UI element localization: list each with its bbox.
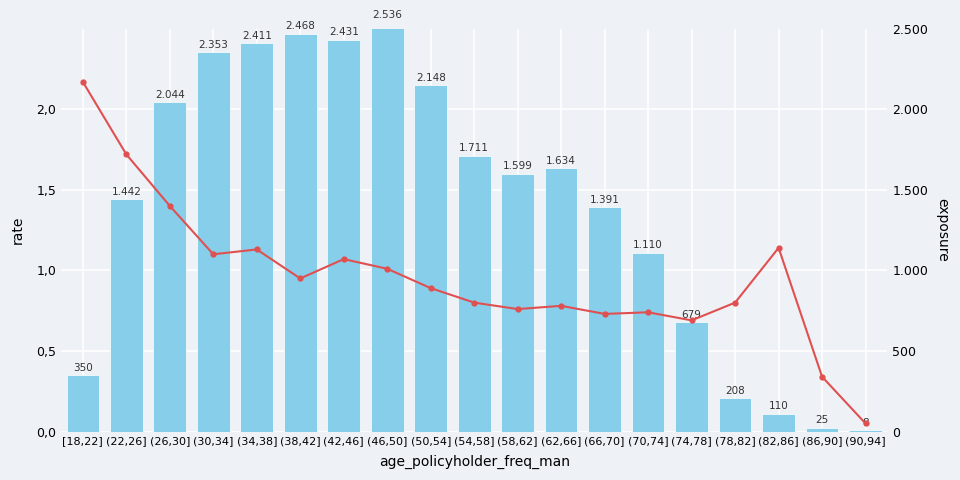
Bar: [154, 102, 186, 432]
Bar: [805, 428, 838, 432]
Bar: [545, 168, 578, 432]
Text: 25: 25: [815, 415, 828, 425]
Text: 110: 110: [769, 401, 788, 411]
Bar: [415, 85, 447, 432]
Bar: [632, 252, 664, 432]
Bar: [762, 414, 795, 432]
Bar: [588, 207, 621, 432]
Bar: [675, 322, 708, 432]
Bar: [371, 23, 403, 432]
Text: 679: 679: [682, 310, 702, 320]
Text: 2.536: 2.536: [372, 11, 402, 21]
Text: 8: 8: [862, 418, 869, 428]
Text: 208: 208: [725, 385, 745, 396]
Bar: [458, 156, 491, 432]
Bar: [327, 40, 360, 432]
Text: 2.411: 2.411: [242, 31, 272, 41]
Y-axis label: rate: rate: [12, 216, 25, 244]
Text: 1.391: 1.391: [589, 195, 619, 205]
Bar: [850, 430, 882, 432]
Bar: [501, 174, 534, 432]
Y-axis label: exposure: exposure: [935, 198, 948, 262]
Bar: [110, 199, 143, 432]
Bar: [284, 34, 317, 432]
Text: 1.599: 1.599: [503, 161, 533, 171]
Text: 2.468: 2.468: [285, 22, 315, 31]
Text: 1.110: 1.110: [634, 240, 663, 250]
Text: 1.634: 1.634: [546, 156, 576, 166]
X-axis label: age_policyholder_freq_man: age_policyholder_freq_man: [378, 455, 569, 469]
Bar: [719, 398, 752, 432]
Text: 350: 350: [73, 363, 93, 373]
Bar: [197, 52, 229, 432]
Text: 1.711: 1.711: [459, 144, 490, 154]
Text: 2.148: 2.148: [416, 73, 445, 83]
Text: 2.431: 2.431: [329, 27, 359, 37]
Text: 1.442: 1.442: [111, 187, 141, 197]
Bar: [240, 43, 273, 432]
Text: 2.353: 2.353: [199, 40, 228, 50]
Text: 2.044: 2.044: [155, 90, 184, 100]
Bar: [66, 375, 99, 432]
